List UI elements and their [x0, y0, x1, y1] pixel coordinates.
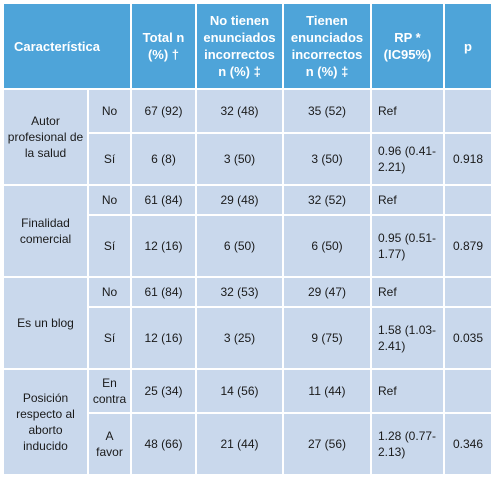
p-cell: 0.035: [443, 306, 492, 370]
rp-cell: Ref: [370, 184, 445, 216]
no-incorrect-cell: 3 (25): [195, 306, 284, 370]
table-row: Posición respecto al aborto inducido En …: [2, 368, 492, 476]
table-row: Sí 12 (16) 6 (50) 6 (50) 0.95 (0.51-1.77…: [3, 214, 492, 278]
no-incorrect-cell: 3 (50): [195, 132, 284, 186]
rp-cell: Ref: [370, 88, 445, 134]
no-incorrect-cell: 29 (48): [195, 184, 284, 216]
total-cell: 61 (84): [130, 276, 197, 308]
results-table: Característica Total n (%) † No tienen e…: [2, 2, 492, 476]
category-cell: No: [87, 184, 132, 216]
total-cell: 67 (92): [130, 88, 197, 134]
rp-cell: 1.28 (0.77-2.13): [370, 412, 445, 476]
table-row: Autor profesional de la salud No 67 (92)…: [2, 88, 492, 186]
incorrect-cell: 9 (75): [282, 306, 372, 370]
table-row: Es un blog No 61 (84) 32 (53) 29 (47) Re…: [2, 276, 492, 370]
header-no-incorrect: No tienen enunciados incorrectos n (%) ‡: [195, 2, 284, 90]
rp-cell: 0.96 (0.41-2.21): [370, 132, 445, 186]
table-row: A favor 48 (66) 21 (44) 27 (56) 1.28 (0.…: [3, 412, 492, 476]
incorrect-cell: 35 (52): [282, 88, 372, 134]
rp-cell: 0.95 (0.51-1.77): [370, 214, 445, 278]
header-incorrect: Tienen enunciados incorrectos n (%) ‡: [282, 2, 372, 90]
p-cell: 0.879: [443, 214, 492, 278]
no-incorrect-cell: 32 (48): [195, 88, 284, 134]
total-cell: 61 (84): [130, 184, 197, 216]
no-incorrect-cell: 6 (50): [195, 214, 284, 278]
characteristic-cell: Finalidad comercial: [2, 184, 89, 278]
table-body: Autor profesional de la salud No 67 (92)…: [2, 88, 492, 476]
category-cell: Sí: [87, 306, 132, 370]
p-cell: 0.918: [443, 132, 492, 186]
p-cell-empty: [443, 368, 492, 414]
p-cell-empty: [443, 88, 492, 134]
header-row: Característica Total n (%) † No tienen e…: [2, 2, 492, 90]
category-cell: En contra: [87, 368, 132, 414]
header-characteristic: Característica: [2, 2, 132, 90]
characteristic-cell: Posición respecto al aborto inducido: [2, 368, 89, 476]
header-total: Total n (%) †: [130, 2, 197, 90]
p-cell-empty: [443, 276, 492, 308]
rp-cell: Ref: [370, 368, 445, 414]
table-row: Sí 6 (8) 3 (50) 3 (50) 0.96 (0.41-2.21) …: [3, 132, 492, 186]
incorrect-cell: 27 (56): [282, 412, 372, 476]
incorrect-cell: 29 (47): [282, 276, 372, 308]
total-cell: 12 (16): [130, 306, 197, 370]
incorrect-cell: 6 (50): [282, 214, 372, 278]
rp-cell: 1.58 (1.03-2.41): [370, 306, 445, 370]
characteristic-cell: Es un blog: [2, 276, 89, 370]
table-header: Característica Total n (%) † No tienen e…: [2, 2, 492, 90]
category-cell: No: [87, 88, 132, 134]
characteristic-cell: Autor profesional de la salud: [2, 88, 89, 186]
category-cell: A favor: [87, 412, 132, 476]
p-cell-empty: [443, 184, 492, 216]
total-cell: 25 (34): [130, 368, 197, 414]
rp-cell: Ref: [370, 276, 445, 308]
no-incorrect-cell: 14 (56): [195, 368, 284, 414]
header-p: p: [443, 2, 492, 90]
category-cell: Sí: [87, 214, 132, 278]
total-cell: 6 (8): [130, 132, 197, 186]
p-cell: 0.346: [443, 412, 492, 476]
no-incorrect-cell: 21 (44): [195, 412, 284, 476]
incorrect-cell: 3 (50): [282, 132, 372, 186]
category-cell: Sí: [87, 132, 132, 186]
total-cell: 12 (16): [130, 214, 197, 278]
incorrect-cell: 32 (52): [282, 184, 372, 216]
no-incorrect-cell: 32 (53): [195, 276, 284, 308]
table-row: Finalidad comercial No 61 (84) 29 (48) 3…: [2, 184, 492, 278]
category-cell: No: [87, 276, 132, 308]
incorrect-cell: 11 (44): [282, 368, 372, 414]
total-cell: 48 (66): [130, 412, 197, 476]
header-rp: RP * (IC95%): [370, 2, 445, 90]
table-row: Sí 12 (16) 3 (25) 9 (75) 1.58 (1.03-2.41…: [3, 306, 492, 370]
